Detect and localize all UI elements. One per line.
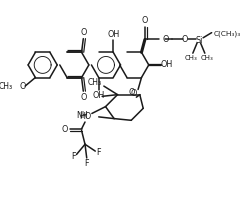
Text: O: O — [131, 89, 137, 98]
Text: O: O — [81, 28, 87, 37]
Text: F: F — [85, 159, 89, 168]
Text: O: O — [142, 16, 148, 25]
Text: CH₃: CH₃ — [0, 82, 13, 91]
Text: F: F — [71, 152, 75, 161]
Text: Si: Si — [196, 36, 203, 45]
Text: CH₃: CH₃ — [185, 55, 197, 61]
Text: O: O — [162, 35, 168, 44]
Text: O: O — [182, 35, 188, 44]
Text: HO: HO — [80, 112, 92, 121]
Text: CH₃: CH₃ — [200, 55, 213, 61]
Text: C(CH₃)₃: C(CH₃)₃ — [213, 30, 241, 37]
Text: OH: OH — [93, 91, 105, 100]
Text: OH: OH — [161, 60, 173, 69]
Text: O: O — [61, 125, 68, 134]
Text: O: O — [129, 88, 135, 98]
Text: O: O — [81, 93, 87, 102]
Text: NH: NH — [77, 111, 88, 120]
Text: CH₃: CH₃ — [87, 78, 101, 87]
Text: F: F — [96, 148, 101, 157]
Text: O: O — [19, 82, 26, 91]
Text: OH: OH — [107, 30, 119, 39]
